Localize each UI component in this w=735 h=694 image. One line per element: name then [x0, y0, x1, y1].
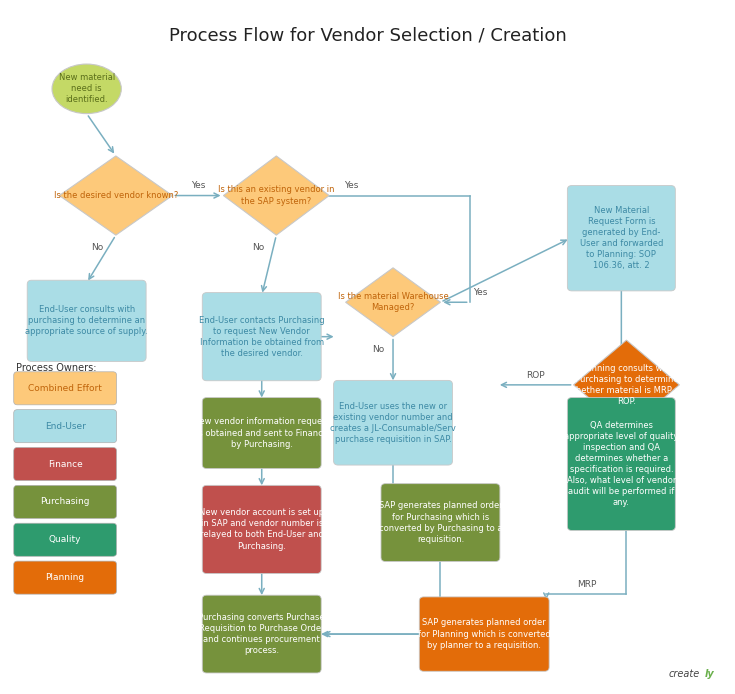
Text: SAP generates planned order
for Planning which is converted
by planner to a requ: SAP generates planned order for Planning…	[417, 618, 551, 650]
Text: MRP: MRP	[577, 580, 596, 589]
Text: End-User contacts Purchasing
to request New Vendor
Information be obtained from
: End-User contacts Purchasing to request …	[199, 316, 325, 358]
Text: No: No	[252, 243, 264, 252]
Text: Process Flow for Vendor Selection / Creation: Process Flow for Vendor Selection / Crea…	[168, 27, 567, 45]
Text: ly: ly	[704, 669, 714, 679]
FancyBboxPatch shape	[381, 484, 500, 561]
Text: No: No	[373, 344, 384, 353]
Text: SAP generates planned order
for Purchasing which is
converted by Purchasing to a: SAP generates planned order for Purchasi…	[379, 501, 502, 543]
Polygon shape	[60, 156, 173, 235]
Text: Is the desired vendor known?: Is the desired vendor known?	[54, 191, 178, 200]
Text: No: No	[91, 243, 104, 252]
Text: End-User consults with
purchasing to determine an
appropriate source of supply.: End-User consults with purchasing to det…	[25, 305, 148, 337]
Ellipse shape	[52, 64, 121, 114]
Text: New Material
Request Form is
generated by End-
User and forwarded
to Planning: S: New Material Request Form is generated b…	[580, 206, 663, 271]
FancyBboxPatch shape	[567, 185, 675, 291]
Text: Is the material Warehouse
Managed?: Is the material Warehouse Managed?	[337, 292, 448, 312]
Text: ROP: ROP	[526, 371, 545, 380]
Text: Planning: Planning	[46, 573, 85, 582]
Text: End-User uses the new or
existing vendor number and
creates a JL-Consumable/Serv: End-User uses the new or existing vendor…	[330, 402, 456, 444]
Text: Planning consults with
Purchasing to determine
whether material is MRP or
ROP.: Planning consults with Purchasing to det…	[570, 364, 684, 406]
Polygon shape	[345, 268, 440, 337]
Text: Purchasing converts Purchase
Requisition to Purchase Order
and continues procure: Purchasing converts Purchase Requisition…	[198, 613, 325, 655]
Text: New vendor information request
is obtained and sent to Finance
by Purchasing.: New vendor information request is obtain…	[193, 418, 330, 448]
Text: create: create	[668, 669, 700, 679]
Text: Purchasing: Purchasing	[40, 498, 90, 507]
Text: Yes: Yes	[190, 181, 205, 190]
Text: Yes: Yes	[473, 288, 488, 297]
FancyBboxPatch shape	[14, 485, 117, 518]
Polygon shape	[573, 340, 679, 430]
FancyBboxPatch shape	[202, 398, 321, 468]
FancyBboxPatch shape	[27, 280, 146, 362]
FancyBboxPatch shape	[14, 561, 117, 594]
FancyBboxPatch shape	[202, 485, 321, 573]
Text: Finance: Finance	[48, 459, 82, 468]
Polygon shape	[223, 156, 329, 235]
FancyBboxPatch shape	[14, 409, 117, 443]
FancyBboxPatch shape	[14, 523, 117, 557]
FancyBboxPatch shape	[419, 597, 549, 671]
FancyBboxPatch shape	[567, 398, 675, 530]
FancyBboxPatch shape	[334, 380, 453, 465]
FancyBboxPatch shape	[14, 372, 117, 405]
FancyBboxPatch shape	[14, 448, 117, 480]
Text: QA determines
appropriate level of quality
inspection and QA
determines whether : QA determines appropriate level of quali…	[564, 421, 678, 507]
Text: Process Owners:: Process Owners:	[16, 363, 96, 373]
Text: End-User: End-User	[45, 422, 85, 431]
Text: Is this an existing vendor in
the SAP system?: Is this an existing vendor in the SAP sy…	[218, 185, 334, 205]
Text: New material
need is
identified.: New material need is identified.	[59, 74, 115, 104]
FancyBboxPatch shape	[202, 595, 321, 673]
Text: Quality: Quality	[49, 535, 82, 544]
FancyBboxPatch shape	[202, 293, 321, 381]
Text: Yes: Yes	[344, 181, 358, 190]
Text: Combined Effort: Combined Effort	[28, 384, 102, 393]
Text: New vendor account is set up
in SAP and vendor number is
relayed to both End-Use: New vendor account is set up in SAP and …	[199, 508, 324, 550]
